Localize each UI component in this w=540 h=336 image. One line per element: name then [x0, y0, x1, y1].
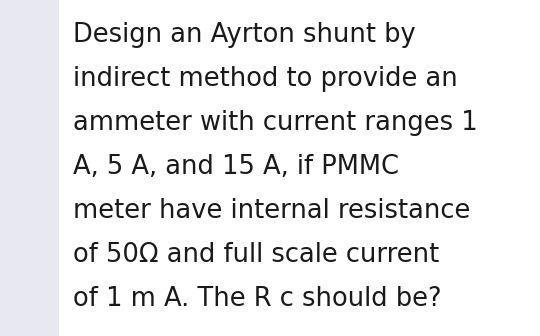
- Text: Design an Ayrton shunt by: Design an Ayrton shunt by: [73, 22, 416, 48]
- Text: A, 5 A, and 15 A, if PMMC: A, 5 A, and 15 A, if PMMC: [73, 154, 399, 180]
- Bar: [0, 0, 59, 336]
- Text: indirect method to provide an: indirect method to provide an: [73, 66, 458, 92]
- Text: of 50Ω and full scale current: of 50Ω and full scale current: [73, 242, 439, 268]
- Text: of 1 m A. The R c should be?: of 1 m A. The R c should be?: [73, 286, 441, 312]
- Text: ammeter with current ranges 1: ammeter with current ranges 1: [73, 110, 478, 136]
- Text: meter have internal resistance: meter have internal resistance: [73, 198, 470, 224]
